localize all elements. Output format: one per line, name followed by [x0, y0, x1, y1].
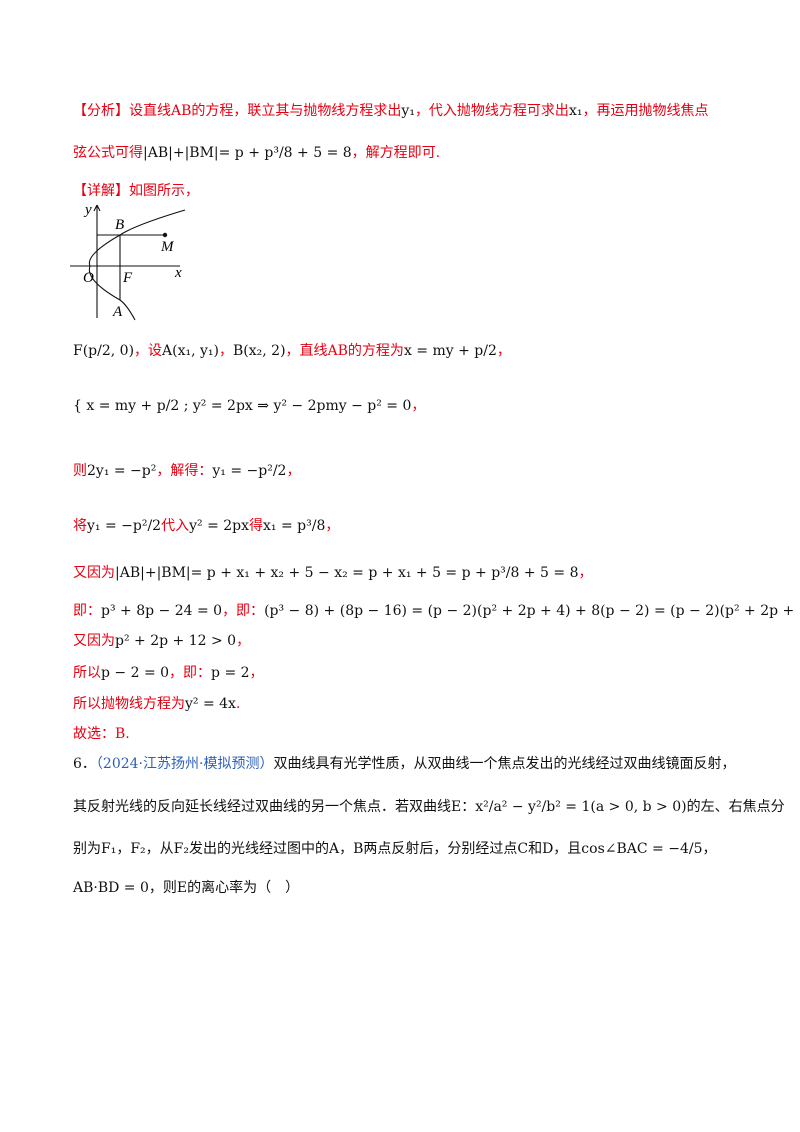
text-segment: y² = 2px	[189, 518, 250, 534]
text-segment: |AB|+|BM|= p + x₁ + x₂ + 5 − x₂ = p + x₁…	[115, 565, 579, 581]
text-segment: 2y₁ = −p²	[87, 463, 157, 479]
text-segment: 弦公式可得	[73, 145, 143, 161]
text-segment: y₁ = −p²/2	[212, 463, 287, 479]
text-line: 即：p³ + 8p − 24 = 0，即：(p³ − 8) + (8p − 16…	[73, 600, 800, 620]
text-line: 【分析】设直线AB的方程，联立其与抛物线方程求出y₁，代入抛物线方程可求出x₁，…	[73, 100, 708, 120]
text-segment: 故选：B.	[73, 726, 130, 742]
parabola-figure: y B M O F x A	[70, 202, 186, 321]
text-segment: 【分析】设直线AB的方程，联立其与抛物线方程求出	[73, 103, 402, 119]
text-line: 【详解】如图所示，	[73, 180, 199, 200]
text-segment: 6．	[73, 756, 96, 772]
text-segment: y₁	[401, 103, 415, 119]
figure-label: y	[83, 202, 92, 218]
text-segment: ，即：	[222, 603, 265, 619]
text-segment: p − 2 = 0	[101, 665, 170, 681]
text-segment: AB·BD = 0，则E的离心率为（ ）	[73, 880, 300, 896]
text-segment: ，代入抛物线方程可求出	[414, 103, 569, 119]
text-segment: 又因为	[73, 633, 115, 649]
text-line: 弦公式可得|AB|+|BM|= p + p³/8 + 5 = 8，解方程即可.	[73, 142, 440, 162]
text-segment: p = 2	[211, 665, 250, 681]
figure-label: x	[174, 265, 182, 281]
text-segment: 双曲线具有光学性质，从双曲线一个焦点发出的光线经过双曲线镜面反射，	[273, 756, 736, 772]
figure-label: O	[83, 270, 94, 286]
text-line: 所以抛物线方程为y² = 4x.	[73, 693, 240, 713]
text-line: 故选：B.	[73, 723, 130, 743]
text-segment: 代入	[161, 518, 190, 534]
text-segment: ，	[219, 343, 233, 359]
text-segment: ，即：	[169, 665, 212, 681]
text-line: 6．（2024·江苏扬州·模拟预测）双曲线具有光学性质，从双曲线一个焦点发出的光…	[73, 753, 735, 773]
text-line: { x = my + p/2 ; y² = 2px ⇒ y² − 2pmy − …	[73, 395, 425, 415]
text-segment: 其反射光线的反向延长线经过双曲线的另一个焦点．若双曲线E：x²/a² − y²/…	[73, 799, 785, 815]
figure-label: M	[160, 239, 175, 255]
text-segment: .	[235, 696, 241, 712]
text-segment: 得	[249, 518, 264, 534]
text-line: AB·BD = 0，则E的离心率为（ ）	[73, 877, 299, 897]
text-segment: 则	[73, 463, 87, 479]
text-segment: ，	[249, 665, 264, 681]
text-segment: 【详解】如图所示，	[73, 183, 199, 199]
text-segment: ，	[325, 518, 340, 534]
text-segment: x₁ = p³/8	[263, 518, 326, 534]
text-segment: ，	[411, 398, 426, 414]
text-segment: A(x₁, y₁)	[162, 343, 219, 359]
text-segment: ，	[496, 343, 511, 359]
text-segment: ，解得：	[156, 463, 213, 479]
text-line: 其反射光线的反向延长线经过双曲线的另一个焦点．若双曲线E：x²/a² − y²/…	[73, 796, 785, 816]
text-segment: B(x₂, 2)	[233, 343, 286, 359]
text-segment: ，	[236, 633, 251, 649]
text-segment: 所以	[73, 665, 101, 681]
text-segment: ，	[286, 463, 301, 479]
text-line: 又因为p² + 2p + 12 > 0，	[73, 630, 250, 650]
text-line: 又因为|AB|+|BM|= p + x₁ + x₂ + 5 − x₂ = p +…	[73, 562, 592, 582]
text-segment: { x = my + p/2 ; y² = 2px ⇒ y² − 2pmy − …	[73, 398, 412, 414]
text-segment: 将	[73, 518, 87, 534]
text-segment: ，	[578, 565, 593, 581]
text-line: 则2y₁ = −p²，解得：y₁ = −p²/2，	[73, 460, 300, 480]
text-line: 所以p − 2 = 0，即：p = 2，	[73, 662, 264, 682]
figure-label: B	[115, 217, 124, 233]
text-segment: ，解方程即可.	[351, 145, 441, 161]
text-segment: |AB|+|BM|= p + p³/8 + 5 = 8	[143, 145, 352, 161]
text-segment: 别为F₁，F₂，从F₂发出的光线经过图中的A，B两点反射后，分别经过点C和D，且…	[73, 841, 717, 857]
text-segment: p² + 2p + 12 > 0	[115, 633, 237, 649]
figure-label: F	[122, 270, 133, 286]
text-segment: 又因为	[73, 565, 115, 581]
text-line: 别为F₁，F₂，从F₂发出的光线经过图中的A，B两点反射后，分别经过点C和D，且…	[73, 838, 717, 858]
text-line: 将y₁ = −p²/2代入y² = 2px得x₁ = p³/8，	[73, 515, 339, 535]
text-segment: x = my + p/2	[403, 343, 497, 359]
text-segment: 所以抛物线方程为	[73, 696, 185, 712]
text-segment: p³ + 8p − 24 = 0	[101, 603, 223, 619]
text-segment: F(p/2, 0)	[73, 343, 135, 359]
figure-label: A	[112, 304, 123, 320]
text-segment: （2024·江苏扬州·模拟预测）	[95, 756, 274, 772]
text-segment: y₁ = −p²/2	[87, 518, 162, 534]
text-segment: 即：	[73, 603, 101, 619]
text-segment: y² = 4x	[185, 696, 236, 712]
text-segment: ，再运用抛物线焦点	[582, 103, 709, 119]
text-segment: x₁	[568, 103, 583, 119]
text-segment: ，设	[134, 343, 163, 359]
text-segment: ，直线AB的方程为	[285, 343, 404, 359]
text-segment: (p³ − 8) + (8p − 16) = (p − 2)(p² + 2p +…	[264, 603, 800, 619]
text-line: F(p/2, 0)，设A(x₁, y₁)，B(x₂, 2)，直线AB的方程为x …	[73, 340, 511, 360]
